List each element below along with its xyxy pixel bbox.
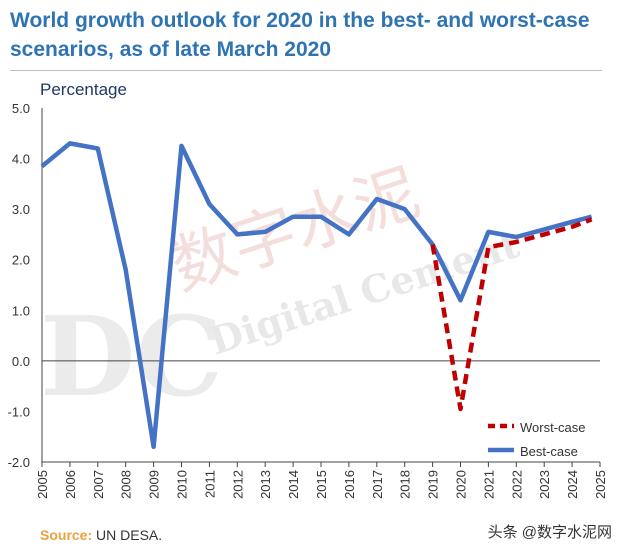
x-tick-label: 2014	[286, 470, 301, 499]
y-tick-label: 4.0	[12, 152, 30, 167]
x-tick-label: 2020	[454, 470, 469, 499]
x-tick-label: 2015	[314, 470, 329, 499]
y-tick-label: -2.0	[8, 455, 30, 470]
x-tick-label: 2005	[35, 470, 50, 499]
y-tick-label: 1.0	[12, 303, 30, 318]
y-axis-label: Percentage	[40, 80, 127, 99]
y-tick-label: -1.0	[8, 404, 30, 419]
credit-text: 头条 @数字水泥网	[487, 524, 612, 541]
y-tick-label: 5.0	[12, 101, 30, 116]
legend-label: Best-case	[520, 444, 578, 459]
source-text: UN DESA.	[96, 527, 163, 543]
x-tick-label: 2007	[91, 470, 106, 499]
x-tick-label: 2009	[147, 470, 162, 499]
x-tick-label: 2016	[342, 470, 357, 499]
y-tick-label: 0.0	[12, 354, 30, 369]
legend-label: Worst-case	[520, 420, 586, 435]
source-label: Source:	[40, 527, 93, 543]
source-note: Source: UN DESA.	[40, 527, 162, 543]
x-tick-label: 2017	[370, 470, 385, 499]
x-tick-label: 2008	[119, 470, 134, 499]
legend: Worst-case Best-case	[488, 420, 586, 459]
x-tick-label: 2025	[593, 470, 608, 499]
x-tick-label: 2006	[63, 470, 78, 499]
series-line-best-case	[40, 141, 593, 450]
x-tick-label: 2013	[258, 470, 273, 499]
watermark: DC 数字水泥 Digital Cement	[40, 156, 525, 421]
x-tick-label: 2011	[202, 470, 217, 498]
x-tick-label: 2010	[175, 470, 190, 499]
x-tick-label: 2021	[481, 470, 496, 499]
title-divider	[10, 70, 602, 71]
x-tick-label: 2022	[509, 470, 524, 499]
x-tick-label: 2023	[537, 470, 552, 499]
chart-title: World growth outlook for 2020 in the bes…	[10, 9, 590, 61]
y-tick-label: 2.0	[12, 253, 30, 268]
x-tick-label: 2024	[565, 470, 580, 499]
x-tick-label: 2019	[426, 470, 441, 499]
y-tick-label: 3.0	[12, 202, 30, 217]
x-tick-label: 2018	[398, 470, 413, 499]
series-line-worst-case	[430, 217, 593, 412]
x-tick-label: 2012	[230, 470, 245, 499]
